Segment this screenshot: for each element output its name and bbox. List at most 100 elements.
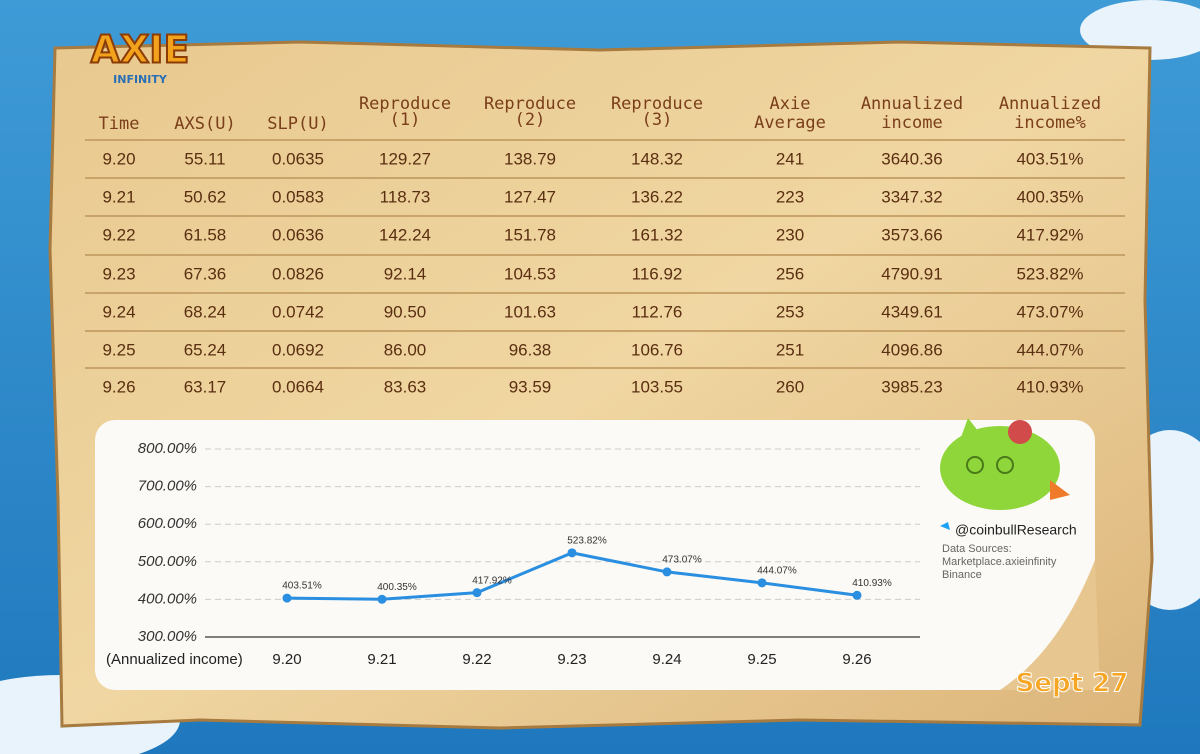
mascot [940, 418, 1070, 510]
cell: 55.11 [184, 149, 225, 168]
x-tick-label: 9.25 [747, 651, 776, 668]
cell: 4349.61 [881, 302, 942, 321]
cell: 161.32 [631, 225, 683, 244]
data-label: 400.35% [377, 582, 417, 593]
point [282, 593, 292, 603]
cell: 241 [776, 149, 804, 168]
cell: 410.93% [1016, 377, 1083, 396]
cell: 129.27 [379, 149, 431, 168]
source-line: Marketplace.axieinfinity [942, 556, 1057, 568]
cell: 4790.91 [881, 264, 942, 283]
header-cell: income [881, 113, 942, 133]
cell: 50.62 [184, 187, 227, 206]
cell: 9.22 [102, 225, 135, 244]
twitter-icon [940, 522, 950, 530]
data-label: 403.51% [282, 581, 322, 592]
cell: 417.92% [1016, 225, 1083, 244]
y-tick-label: 800.00% [138, 440, 197, 457]
cloud [1080, 0, 1200, 60]
cell: 0.0583 [272, 187, 324, 206]
data-label: 473.07% [662, 555, 702, 566]
data-label: 410.93% [852, 578, 892, 589]
header-cell: (3) [642, 110, 673, 130]
point [757, 578, 767, 588]
logo-title: AXIE [91, 28, 190, 72]
cell: 9.23 [102, 264, 135, 283]
cell: 9.24 [102, 302, 135, 321]
cell: 65.24 [184, 340, 227, 359]
cell: 61.58 [184, 225, 227, 244]
cell: 116.92 [632, 264, 683, 283]
x-axis-label: (Annualized income) [106, 651, 243, 668]
cell: 223 [776, 187, 804, 206]
x-tick-label: 9.24 [652, 651, 681, 668]
cell: 230 [776, 225, 804, 244]
cell: 260 [776, 377, 804, 396]
header-cell: Annualized [999, 94, 1101, 114]
cell: 0.0636 [272, 225, 324, 244]
cell: 103.55 [631, 377, 683, 396]
header-cell: (2) [515, 110, 546, 130]
date: Sept 27 [1016, 669, 1129, 699]
y-tick-label: 700.00% [138, 478, 197, 495]
cell: 256 [776, 264, 804, 283]
cell: 3573.66 [881, 225, 942, 244]
y-tick-label: 400.00% [138, 590, 197, 607]
cell: 523.82% [1016, 264, 1083, 283]
x-tick-label: 9.23 [557, 651, 586, 668]
chart: 300.00% 400.00% 500.00% 600.00% 700.00% 800.0… [106, 440, 920, 668]
header-cell: Reproduce [484, 94, 576, 114]
mascot-body [940, 426, 1060, 510]
header-cell: Time [99, 114, 140, 134]
source-line: Binance [942, 569, 982, 581]
page-curl [1000, 560, 1100, 690]
cell: 148.32 [631, 149, 683, 168]
handle: @coinbullResearch [955, 522, 1077, 538]
cell: 68.24 [184, 302, 227, 321]
cell: 142.24 [379, 225, 431, 244]
cell: 4096.86 [881, 340, 942, 359]
cell: 136.22 [631, 187, 683, 206]
cell: 9.20 [102, 149, 135, 168]
data-label: 417.92% [472, 575, 512, 586]
cell: 3640.36 [881, 149, 942, 168]
header-cell: income% [1014, 113, 1086, 133]
cell: 104.53 [504, 264, 556, 283]
header-cell: SLP(U) [267, 114, 328, 134]
cell: 0.0826 [272, 264, 324, 283]
cell: 90.50 [384, 302, 427, 321]
x-tick-label: 9.20 [272, 651, 301, 668]
y-tick-label: 600.00% [138, 515, 197, 532]
cell: 0.0635 [272, 149, 324, 168]
cell: 93.59 [509, 377, 552, 396]
header-cell: Annualized [861, 94, 963, 114]
cell: 444.07% [1016, 340, 1083, 359]
table: Time AXS(U) SLP(U)Reproduce(1)Reproduce(2)… [85, 94, 1125, 396]
cell: 9.21 [102, 187, 135, 206]
cell: 251 [776, 340, 804, 359]
chart-panel [95, 420, 1095, 690]
header-cell: Reproduce [359, 94, 451, 114]
cell: 106.76 [631, 340, 683, 359]
cell: 86.00 [384, 340, 427, 359]
cell: 3347.32 [881, 187, 942, 206]
cell: 96.38 [509, 340, 552, 359]
point [852, 590, 862, 600]
x-tick-label: 9.21 [367, 651, 396, 668]
cell: 0.0742 [272, 302, 324, 321]
mascot-eye [966, 456, 984, 474]
data-label: 523.82% [567, 535, 607, 546]
cell: 473.07% [1016, 302, 1083, 321]
mascot-tail [1050, 480, 1070, 500]
header-cell: AXS(U) [174, 114, 235, 134]
mascot-ear [960, 418, 982, 440]
cell: 0.0664 [272, 377, 324, 396]
cell: 118.73 [380, 187, 431, 206]
point [567, 548, 577, 558]
cell: 151.78 [504, 225, 556, 244]
cell: 83.63 [384, 377, 427, 396]
mascot-eye [996, 456, 1014, 474]
mascot-horn [1008, 420, 1032, 444]
header-cell: Axie [770, 94, 811, 114]
